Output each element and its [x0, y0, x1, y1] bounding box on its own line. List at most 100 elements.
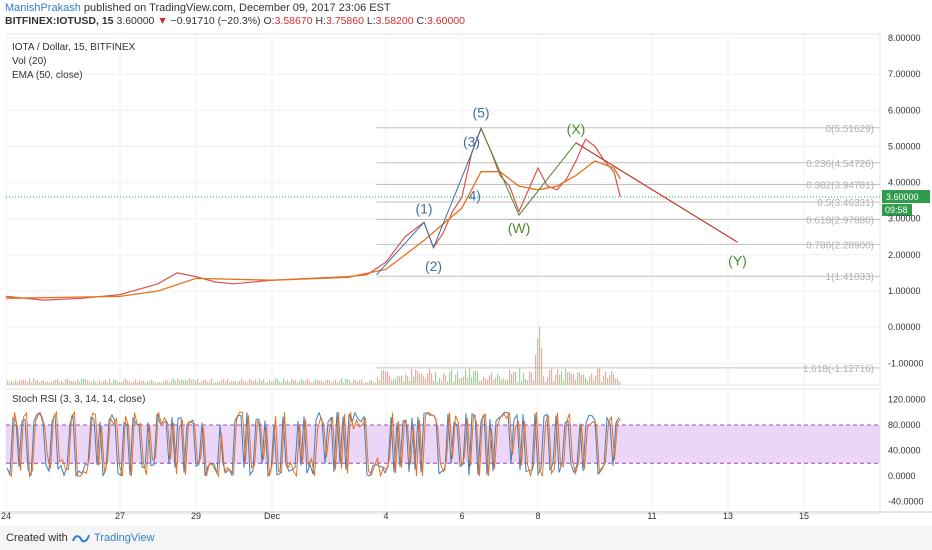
wave-line [376, 128, 482, 276]
open-value: 3.58670 [274, 15, 313, 27]
fib-level-label: 1(1.41033) [826, 272, 874, 283]
volume-bar [591, 373, 593, 385]
volume-bar [417, 370, 419, 385]
volume-bar [265, 382, 267, 385]
volume-bar [263, 378, 265, 385]
stoch-rsi-pane [6, 410, 880, 479]
volume-bar [83, 378, 85, 385]
volume-bar [497, 373, 499, 385]
author-link[interactable]: ManishPrakash [5, 2, 81, 14]
volume-bar [185, 379, 187, 385]
wave-label: (3) [463, 133, 480, 149]
volume-bar [105, 380, 107, 385]
volume-bar [93, 379, 95, 385]
volume-bar [157, 382, 159, 385]
volume-bar [31, 382, 33, 385]
volume-bar [495, 377, 497, 385]
volume-bar [73, 380, 75, 385]
volume-bar [29, 378, 31, 385]
volume-bar [507, 379, 509, 385]
tradingview-logo-icon[interactable] [72, 531, 90, 545]
volume-bar [161, 382, 163, 385]
volume-bar [323, 381, 325, 385]
volume-bar [135, 379, 137, 385]
volume-bar [441, 381, 443, 385]
volume-bar [283, 378, 285, 385]
volume-bar [603, 375, 605, 385]
volume-bar [449, 372, 451, 385]
volume-bar [177, 378, 179, 385]
stoch-y-tick-label: 120.0000 [888, 394, 926, 404]
volume-bar [175, 380, 177, 385]
volume-bar [337, 382, 339, 385]
volume-bar [555, 373, 557, 385]
volume-bar [391, 380, 393, 385]
close-label: C: [416, 15, 428, 27]
chart-canvas[interactable]: 0(5.51629) 0.236(4.54726) 0.382(3.94781) 0.… [0, 0, 932, 526]
volume-bar [299, 381, 301, 385]
volume-bar [211, 378, 213, 385]
volume-bar [239, 380, 241, 385]
stoch-y-tick-label: 0.0000 [888, 471, 916, 481]
volume-bar [287, 380, 289, 385]
tradingview-link[interactable]: TradingView [94, 532, 155, 544]
x-tick-label: 11 [647, 511, 656, 521]
chart-header: ManishPrakash published on TradingView.c… [0, 0, 932, 28]
volume-bar [459, 378, 461, 385]
volume-bar [223, 378, 225, 385]
volume-bar [519, 368, 521, 385]
volume-bar [357, 381, 359, 385]
volume-bar [195, 380, 197, 385]
volume-bar [255, 379, 257, 385]
volume-bar [389, 375, 391, 385]
volume-bar [553, 381, 555, 385]
low-label: L: [366, 15, 376, 27]
volume-bar [477, 371, 479, 385]
volume-bar [387, 371, 389, 385]
volume-bar [379, 380, 381, 385]
volume-bar [589, 376, 591, 385]
stoch-y-tick-label: 80.0000 [888, 420, 921, 430]
volume-bar [37, 379, 39, 385]
volume-bar [53, 380, 55, 385]
volume-bar [27, 382, 29, 385]
stoch-y-tick-label: 40.0000 [888, 446, 921, 456]
volume-bar [47, 381, 49, 385]
volume-bar [533, 379, 535, 385]
volume-bar [139, 379, 141, 385]
volume-bar [561, 371, 563, 385]
wave-line [575, 142, 738, 243]
volume-bar [521, 381, 523, 385]
countdown-badge [882, 204, 912, 217]
price-badge [882, 190, 930, 204]
volume-bar [475, 370, 477, 385]
volume-bar [271, 381, 273, 385]
volume-bar [107, 382, 109, 385]
volume-bar [505, 380, 507, 385]
volume-bar [587, 380, 589, 385]
volume-bar [87, 380, 89, 385]
volume-bar [267, 382, 269, 385]
volume-bar [101, 382, 103, 385]
volume-bar [225, 381, 227, 385]
volume-bar [61, 380, 63, 385]
volume-bar [365, 382, 367, 385]
volume-bar [95, 381, 97, 385]
volume-bar [371, 380, 373, 385]
volume-bar [565, 368, 567, 385]
volume-bar [305, 380, 307, 385]
volume-bar [609, 375, 611, 385]
price-y-tick-label: 2.00000 [888, 250, 921, 260]
x-tick-label: 8 [535, 511, 540, 521]
volume-bar [113, 379, 115, 385]
volume-bar [431, 373, 433, 385]
volume-bar [259, 378, 261, 385]
legend-ema: EMA (50, close) [12, 70, 83, 81]
volume-bar [103, 380, 105, 385]
volume-bar [247, 382, 249, 385]
volume-bar [249, 378, 251, 385]
volume-bar [191, 379, 193, 385]
volume-bar [341, 378, 343, 385]
volume-bar [235, 381, 237, 385]
volume-bar [585, 377, 587, 385]
